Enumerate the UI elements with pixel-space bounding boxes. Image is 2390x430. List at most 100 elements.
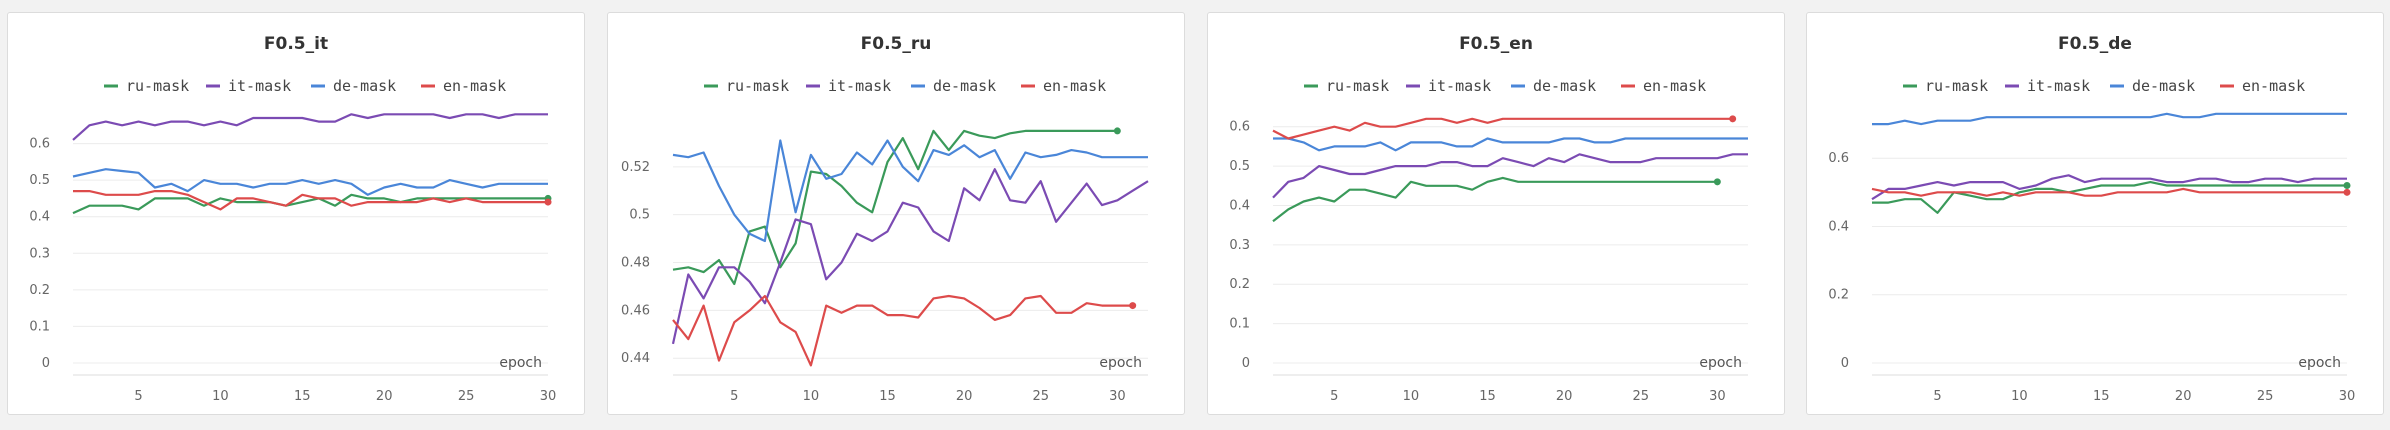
x-tick-label: 5: [134, 389, 142, 404]
series-end-point-ru-mask: [2343, 182, 2351, 190]
series-line-de-mask: [72, 168, 548, 196]
legend-label-it-mask: it-mask: [828, 77, 891, 95]
y-tick-label: 0.4: [29, 210, 50, 225]
x-axis-label: epoch: [1099, 355, 1142, 371]
chart-panel-f05-en: F0.5_en ru-mask it-mask de-mask en-mask 0 0.1 0…: [1207, 12, 1785, 415]
y-tick-label: 0.2: [1229, 277, 1250, 292]
series-line-en-mask: [73, 190, 548, 211]
y-tick-label: 0.6: [1828, 151, 1849, 166]
legend-label-de-mask: de-mask: [333, 77, 396, 95]
x-tick-label: 30: [1709, 389, 1726, 404]
legend-label-en-mask: en-mask: [1643, 77, 1706, 95]
chart-panel-f05-de: F0.5_de ru-mask it-mask de-mask en-mask 0 0.2 0…: [1806, 12, 2384, 415]
legend-label-ru-mask: ru-mask: [726, 77, 789, 95]
x-tick-label: 30: [540, 389, 557, 404]
series-line-ru-mask: [672, 129, 1118, 286]
series-end-point-en-mask: [1729, 115, 1737, 123]
series-line-en-mask: [1272, 117, 1733, 140]
y-tick-label: 0.2: [1828, 288, 1849, 303]
x-tick-label: 15: [2093, 389, 2110, 404]
y-tick-label: 0.6: [1229, 120, 1250, 135]
chart-panel-f05-ru: F0.5_ru ru-mask it-mask de-mask en-mask 0.44 0…: [607, 12, 1185, 415]
chart-panel-f05-it: F0.5_it ru-mask it-mask de-mask en-mask 0 0.1 0…: [7, 12, 585, 415]
chart-f05-de: F0.5_de ru-mask it-mask de-mask en-mask 0 0.2 0…: [1828, 34, 2356, 404]
y-tick-label: 0.4: [1828, 219, 1849, 234]
legend-label-de-mask: de-mask: [933, 77, 996, 95]
series-end-point-en-mask: [2343, 188, 2351, 196]
y-tick-label: 0.6: [29, 137, 50, 152]
series-line-it-mask: [671, 168, 1149, 345]
y-tick-label: 0.52: [621, 160, 650, 175]
chart-title: F0.5_ru: [861, 34, 932, 54]
chart-f05-it: F0.5_it ru-mask it-mask de-mask en-mask 0 0.1 0…: [29, 34, 557, 404]
y-tick-label: 0.48: [621, 256, 650, 271]
y-tick-label: 0.4: [1229, 198, 1250, 213]
series-line-en-mask: [672, 294, 1133, 367]
x-tick-label: 25: [2257, 389, 2274, 404]
legend-label-it-mask: it-mask: [2027, 77, 2090, 95]
x-tick-label: 10: [212, 389, 229, 404]
x-tick-label: 5: [1330, 389, 1338, 404]
x-tick-label: 30: [1109, 389, 1126, 404]
x-tick-label: 5: [1933, 389, 1941, 404]
y-tick-label: 0: [1242, 356, 1250, 371]
legend-label-en-mask: en-mask: [1043, 77, 1106, 95]
y-tick-label: 0.1: [29, 319, 50, 334]
y-tick-label: 0.5: [1229, 159, 1250, 174]
chart-f05-en: F0.5_en ru-mask it-mask de-mask en-mask 0 0.1 0…: [1229, 34, 1748, 404]
x-tick-label: 10: [1403, 389, 1420, 404]
series-end-point-ru-mask: [1713, 178, 1721, 186]
legend-label-en-mask: en-mask: [2242, 77, 2305, 95]
x-tick-label: 10: [2011, 389, 2028, 404]
y-tick-label: 0.44: [621, 351, 650, 366]
y-tick-label: 0: [1841, 356, 1849, 371]
y-tick-label: 0.1: [1229, 317, 1250, 332]
series-line-ru-mask: [1872, 181, 2347, 214]
x-axis-label: epoch: [499, 355, 542, 371]
series-line-it-mask: [72, 113, 548, 141]
x-tick-label: 20: [376, 389, 393, 404]
legend-label-it-mask: it-mask: [1428, 77, 1491, 95]
y-tick-label: 0.3: [29, 246, 50, 261]
x-tick-label: 15: [294, 389, 311, 404]
x-tick-label: 15: [879, 389, 896, 404]
y-tick-label: 0.2: [29, 283, 50, 298]
legend-label-ru-mask: ru-mask: [1925, 77, 1988, 95]
legend-label-en-mask: en-mask: [443, 77, 506, 95]
x-tick-label: 30: [2339, 389, 2356, 404]
series-line-de-mask: [1872, 112, 2347, 126]
y-tick-label: 0.5: [29, 173, 50, 188]
x-tick-label: 20: [2175, 389, 2192, 404]
x-axis-label: epoch: [2298, 355, 2341, 371]
x-tick-label: 10: [803, 389, 820, 404]
chart-title: F0.5_en: [1459, 34, 1533, 54]
y-tick-label: 0: [42, 356, 50, 371]
series-line-de-mask: [672, 139, 1148, 243]
y-tick-label: 0.46: [621, 303, 650, 318]
legend-label-de-mask: de-mask: [2132, 77, 2195, 95]
legend-label-ru-mask: ru-mask: [1326, 77, 1389, 95]
x-tick-label: 25: [458, 389, 475, 404]
series-line-en-mask: [1871, 187, 2347, 197]
y-tick-label: 0.3: [1229, 238, 1250, 253]
x-axis-label: epoch: [1699, 355, 1742, 371]
x-tick-label: 5: [730, 389, 738, 404]
x-tick-label: 15: [1479, 389, 1496, 404]
series-end-point-ru-mask: [1113, 127, 1121, 135]
x-tick-label: 25: [1032, 389, 1049, 404]
series-end-point-en-mask: [544, 198, 552, 206]
x-tick-label: 20: [1556, 389, 1573, 404]
chart-title: F0.5_it: [264, 34, 328, 54]
series-end-point-en-mask: [1129, 302, 1137, 310]
chart-title: F0.5_de: [2058, 34, 2132, 54]
chart-f05-ru: F0.5_ru ru-mask it-mask de-mask en-mask 0.44 0…: [621, 34, 1149, 404]
legend-label-de-mask: de-mask: [1533, 77, 1596, 95]
x-tick-label: 20: [956, 389, 973, 404]
x-tick-label: 25: [1632, 389, 1649, 404]
series-line-ru-mask: [1272, 176, 1718, 223]
series-line-it-mask: [1272, 153, 1748, 199]
y-tick-label: 0.5: [629, 208, 650, 223]
legend-label-ru-mask: ru-mask: [126, 77, 189, 95]
series-line-it-mask: [1871, 174, 2347, 201]
legend-label-it-mask: it-mask: [228, 77, 291, 95]
